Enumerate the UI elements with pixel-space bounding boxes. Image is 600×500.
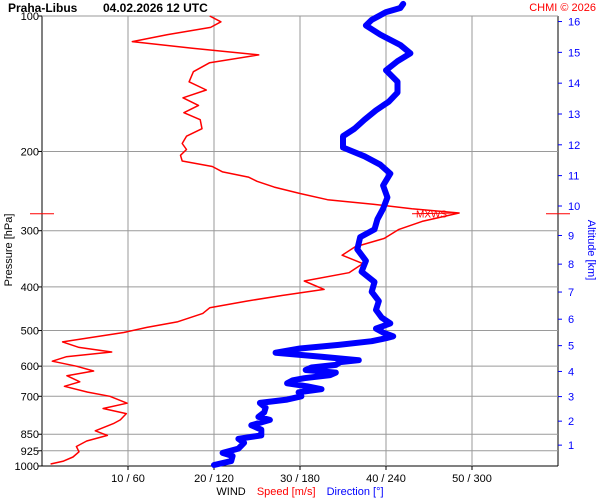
pressure-tick-label: 600 — [21, 361, 39, 373]
altitude-tick-label: 5 — [568, 341, 574, 353]
altitude-tick-label: 12 — [568, 140, 580, 152]
pressure-tick-label: 400 — [21, 282, 39, 294]
mxws-label: MXWS — [416, 210, 447, 221]
altitude-tick-label: 14 — [568, 78, 580, 90]
altitude-tick-label: 8 — [568, 259, 574, 271]
altitude-tick-label: 10 — [568, 201, 580, 213]
pressure-tick-label: 200 — [21, 146, 39, 158]
credit-text: CHMI © 2026 — [529, 2, 596, 14]
mxws-connector — [411, 212, 460, 215]
wind-tick-label: 30 / 180 — [280, 473, 320, 485]
altitude-tick-label: 7 — [568, 287, 574, 299]
station-title: Praha-Libus — [8, 1, 78, 15]
altitude-tick-label: 2 — [568, 416, 574, 428]
wind-axis: 10 / 60 20 / 120 30 / 180 40 / 240 50 / 300 — [111, 466, 492, 485]
pressure-tick-label: 700 — [21, 391, 39, 403]
altitude-tick-label: 13 — [568, 109, 580, 121]
altitude-tick-label: 11 — [568, 171, 579, 183]
chart-subtitle: 04.02.2026 12 UTC — [103, 1, 208, 15]
pressure-tick-label: 100 — [21, 11, 39, 23]
altitude-tick-label: 9 — [568, 230, 574, 242]
direction-unit-label: Direction [°] — [327, 486, 384, 498]
wind-tick-label: 10 / 60 — [111, 473, 145, 485]
speed-unit-label: Speed [m/s] — [257, 486, 316, 498]
altitude-axis-title: Altitude [km] — [585, 220, 597, 281]
altitude-tick-label: 6 — [568, 314, 574, 326]
wind-label: WIND — [216, 486, 245, 498]
altitude-tick-label: 1 — [568, 440, 574, 452]
wind-tick-label: 40 / 240 — [366, 473, 406, 485]
pressure-tick-label: 300 — [21, 226, 39, 238]
wind-tick-label: 50 / 300 — [452, 473, 492, 485]
pressure-tick-label: 850 — [21, 429, 39, 441]
pressure-axis-title: Pressure [hPa] — [3, 214, 15, 287]
pressure-tick-label: 500 — [21, 326, 39, 338]
direction-series-line — [211, 0, 414, 468]
wind-tick-label: 20 / 120 — [194, 473, 234, 485]
grid-lines — [42, 16, 558, 466]
x-axis-title: WIND Speed [m/s] Direction [°] — [216, 486, 383, 498]
altitude-tick-label: 15 — [568, 47, 580, 59]
altitude-tick-label: 16 — [568, 17, 580, 29]
pressure-tick-label: 925 — [21, 446, 39, 458]
altitude-tick-label: 3 — [568, 392, 574, 404]
mxws-marker: MXWS — [30, 210, 570, 221]
pressure-tick-label: 1000 — [15, 461, 39, 473]
pressure-axis: 100 200 300 400 500 600 700 850 925 1000 — [15, 11, 42, 473]
altitude-tick-label: 4 — [568, 366, 574, 378]
